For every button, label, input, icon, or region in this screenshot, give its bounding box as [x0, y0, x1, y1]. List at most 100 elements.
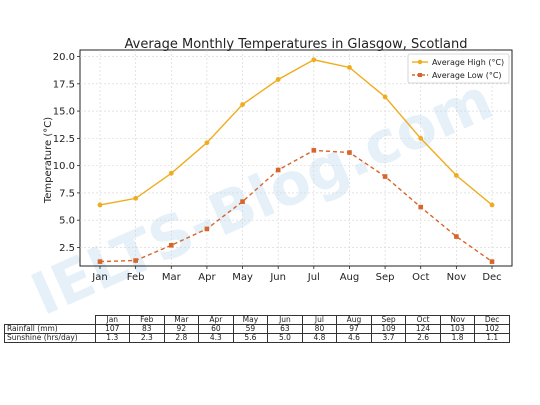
- data-point-high: [275, 77, 281, 82]
- x-tick-label: Jan: [91, 272, 107, 283]
- plot-frame: [79, 49, 513, 267]
- y-tick-label: 10.0: [53, 161, 75, 172]
- data-point-high: [240, 102, 245, 107]
- table-cell: 107: [94, 324, 131, 334]
- table-cell: 59: [232, 324, 269, 334]
- table-month-header: Mar: [163, 315, 200, 325]
- table-cell: 4.3: [198, 333, 234, 343]
- table-cell: 80: [301, 324, 338, 334]
- data-point-low: [311, 148, 317, 153]
- x-tick-label: Jul: [307, 272, 320, 283]
- data-point-high: [311, 57, 317, 63]
- climate-table: Jan Feb Mar Apr May Jun Jul Aug Sep Oct …: [4, 315, 510, 343]
- data-point-high: [453, 173, 459, 178]
- y-tick-label: 15.0: [53, 107, 75, 118]
- data-point-high: [168, 170, 174, 176]
- legend-high-label: Average High (°C): [432, 58, 504, 67]
- y-tick-label: 5.0: [59, 216, 75, 227]
- data-point-high: [382, 94, 388, 100]
- table-month-header: Jan: [94, 315, 131, 325]
- table-month-header: May: [232, 315, 269, 325]
- data-point-high: [347, 65, 352, 70]
- table-row: Rainfall (mm) 107 83 92 60 59 63 80 97 1…: [4, 324, 510, 334]
- chart-title: Average Monthly Temperatures in Glasgow,…: [125, 37, 468, 52]
- data-point-low: [382, 174, 388, 179]
- table-cell: 103: [439, 324, 476, 334]
- table-row: Sunshine (hrs/day) 1.3 2.3 2.8 4.3 5.6 5…: [4, 333, 510, 343]
- table-cell: 3.7: [370, 333, 407, 343]
- data-point-low: [418, 204, 424, 210]
- table-cell: 2.6: [405, 333, 441, 343]
- sunshine-row-label: Sunshine (hrs/day): [4, 333, 96, 343]
- table-cell: 4.8: [301, 333, 338, 343]
- y-tick-label: 7.5: [59, 188, 75, 199]
- table-header-row: Jan Feb Mar Apr May Jun Jul Aug Sep Oct …: [4, 315, 510, 325]
- data-point-low: [133, 258, 138, 263]
- table-cell: 4.6: [336, 333, 372, 343]
- table-month-header: Oct: [405, 315, 441, 325]
- table-cell: 124: [405, 324, 441, 334]
- x-tick-label: Dec: [482, 272, 501, 283]
- x-tick-label: Sep: [376, 272, 395, 283]
- legend-low-label: Average Low (°C): [432, 71, 502, 80]
- table-cell: 109: [370, 324, 407, 334]
- table-cell: 1.8: [439, 333, 476, 343]
- table-month-header: Nov: [439, 315, 476, 325]
- axis-ticks: Jan Feb Mar Apr May Jun Jul Aug Sep Oct Nov Dec 2.5 5…: [53, 52, 502, 283]
- y-axis-label: Temperature (°C): [43, 117, 54, 204]
- table-cell: 2.8: [163, 333, 200, 343]
- x-tick-label: Nov: [447, 272, 467, 283]
- table-cell: 92: [163, 324, 200, 334]
- data-point-low: [347, 150, 352, 155]
- x-tick-label: May: [232, 272, 253, 283]
- y-tick-label: 12.5: [53, 134, 75, 145]
- table-cell: 5.6: [232, 333, 269, 343]
- table-cell: 102: [474, 324, 510, 334]
- y-tick-label: 17.5: [53, 79, 75, 90]
- legend: Average High (°C) Average Low (°C): [407, 53, 510, 84]
- data-point-low: [168, 242, 174, 248]
- table-cell: 2.3: [129, 333, 165, 343]
- y-tick-label: 2.5: [59, 243, 75, 254]
- legend-box: [407, 53, 510, 84]
- x-tick-label: Oct: [412, 272, 429, 283]
- data-point-high: [133, 195, 139, 201]
- legend-low-marker: [418, 73, 422, 77]
- table-cell: 83: [129, 324, 165, 334]
- table-month-header: Sep: [370, 315, 407, 325]
- table-cell: 60: [198, 324, 234, 334]
- data-point-low: [240, 199, 245, 204]
- data-point-high: [418, 135, 424, 141]
- table-cell: 97: [336, 324, 372, 334]
- data-point-low: [204, 226, 210, 232]
- table-month-header: Apr: [198, 315, 234, 325]
- table-cell: 5.0: [267, 333, 303, 343]
- table-cell: 1.1: [474, 333, 510, 343]
- y-tick-label: 20.0: [53, 52, 75, 63]
- table-month-header: Aug: [336, 315, 372, 325]
- x-tick-label: Mar: [162, 272, 182, 283]
- data-point-low: [454, 234, 459, 239]
- series-layer: [97, 57, 495, 264]
- data-point-low: [275, 167, 281, 173]
- series-line-high: [99, 59, 493, 206]
- table-corner-cell: [4, 315, 96, 325]
- data-point-high: [97, 202, 103, 208]
- table-month-header: Jun: [267, 315, 303, 325]
- legend-high-marker: [417, 59, 423, 65]
- table-month-header: Jul: [301, 315, 338, 325]
- x-tick-label: Apr: [198, 272, 216, 283]
- data-point-high: [204, 140, 210, 146]
- table-month-header: Feb: [129, 315, 165, 325]
- data-point-high: [489, 202, 495, 208]
- series-line-low: [99, 149, 493, 263]
- rainfall-row-label: Rainfall (mm): [4, 324, 96, 334]
- table-cell: 63: [267, 324, 303, 334]
- data-point-low: [97, 259, 103, 264]
- table-month-header: Dec: [474, 315, 510, 325]
- x-tick-label: Aug: [340, 272, 360, 283]
- table-cell: 1.3: [94, 333, 131, 343]
- x-tick-label: Feb: [127, 272, 145, 283]
- watermark-text: IELTS-Blog.com: [21, 65, 502, 329]
- x-tick-label: Jun: [269, 272, 286, 283]
